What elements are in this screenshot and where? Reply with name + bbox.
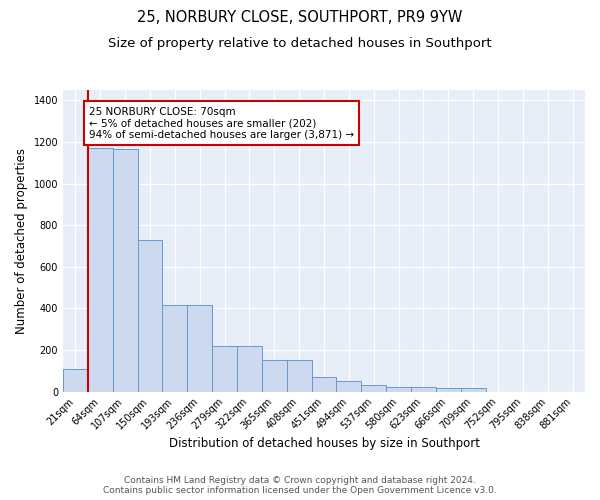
Bar <box>337 381 361 392</box>
Bar <box>187 306 212 392</box>
Text: 25, NORBURY CLOSE, SOUTHPORT, PR9 9YW: 25, NORBURY CLOSE, SOUTHPORT, PR9 9YW <box>137 10 463 25</box>
Bar <box>113 150 137 392</box>
Text: Contains HM Land Registry data © Crown copyright and database right 2024.
Contai: Contains HM Land Registry data © Crown c… <box>103 476 497 495</box>
Bar <box>262 360 287 392</box>
Bar <box>212 346 237 392</box>
Bar <box>311 378 337 392</box>
Text: 25 NORBURY CLOSE: 70sqm
← 5% of detached houses are smaller (202)
94% of semi-de: 25 NORBURY CLOSE: 70sqm ← 5% of detached… <box>89 106 354 140</box>
Bar <box>88 148 113 392</box>
Bar <box>287 360 311 392</box>
Bar <box>63 370 88 392</box>
Bar <box>137 240 163 392</box>
Y-axis label: Number of detached properties: Number of detached properties <box>15 148 28 334</box>
Bar <box>163 306 187 392</box>
Bar <box>461 388 485 392</box>
Bar <box>411 388 436 392</box>
Bar <box>361 386 386 392</box>
Bar <box>237 346 262 392</box>
X-axis label: Distribution of detached houses by size in Southport: Distribution of detached houses by size … <box>169 437 479 450</box>
Bar <box>386 388 411 392</box>
Bar <box>436 388 461 392</box>
Text: Size of property relative to detached houses in Southport: Size of property relative to detached ho… <box>108 38 492 51</box>
